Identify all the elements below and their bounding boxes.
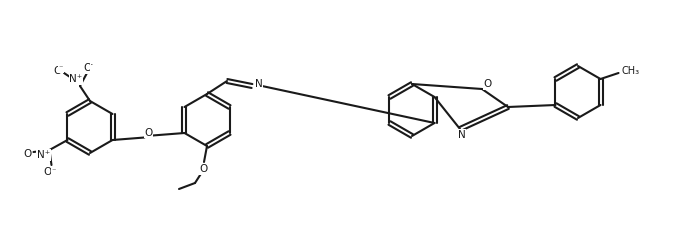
Text: O: O bbox=[43, 167, 52, 177]
Text: N: N bbox=[255, 79, 263, 89]
Text: O: O bbox=[200, 164, 208, 174]
Text: O: O bbox=[84, 63, 92, 73]
Text: CH₃: CH₃ bbox=[622, 66, 639, 76]
Text: N⁺: N⁺ bbox=[70, 74, 83, 84]
Text: N⁺: N⁺ bbox=[37, 150, 50, 160]
Text: N: N bbox=[458, 130, 466, 140]
Text: O: O bbox=[144, 127, 152, 138]
Text: N: N bbox=[255, 79, 263, 89]
Text: O: O bbox=[54, 66, 62, 76]
Text: ⁻: ⁻ bbox=[51, 166, 56, 176]
Text: O: O bbox=[484, 79, 492, 89]
Text: O: O bbox=[23, 149, 31, 159]
Text: ·: · bbox=[90, 60, 94, 70]
Text: ⁻: ⁻ bbox=[59, 63, 64, 73]
